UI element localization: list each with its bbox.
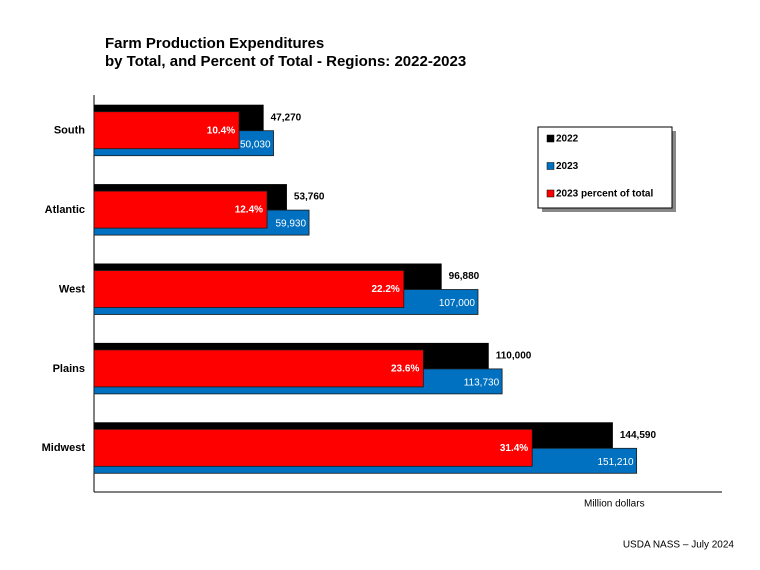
data-label: 10.4% bbox=[207, 125, 235, 136]
bar bbox=[93, 270, 405, 308]
y-tick-label: South bbox=[54, 125, 85, 137]
data-label: 107,000 bbox=[439, 298, 476, 309]
data-label: 151,210 bbox=[597, 457, 634, 468]
y-tick-label: Plains bbox=[53, 363, 85, 375]
data-label: 50,030 bbox=[240, 139, 271, 150]
legend-swatch bbox=[546, 134, 555, 143]
bar bbox=[93, 111, 240, 150]
legend bbox=[537, 126, 673, 209]
data-label: 113,730 bbox=[464, 378, 500, 389]
bar bbox=[93, 428, 533, 467]
y-tick-label: Atlantic bbox=[45, 204, 85, 216]
chart-title: Farm Production Expenditures bbox=[105, 35, 324, 52]
data-label: 47,270 bbox=[271, 112, 302, 123]
data-label: 59,930 bbox=[275, 219, 306, 230]
data-label: 144,590 bbox=[620, 430, 657, 441]
y-tick-label: Midwest bbox=[42, 442, 86, 454]
legend-label: 2023 percent of total bbox=[556, 189, 653, 200]
y-tick-label: West bbox=[59, 283, 85, 295]
data-label: 23.6% bbox=[391, 364, 419, 375]
chart-subtitle: by Total, and Percent of Total - Regions… bbox=[105, 53, 466, 70]
data-label: 53,760 bbox=[294, 192, 325, 203]
legend-label: 2022 bbox=[556, 134, 579, 145]
bar bbox=[93, 190, 268, 229]
data-label: 22.2% bbox=[371, 284, 399, 295]
legend-swatch bbox=[546, 189, 555, 198]
legend-label: 2023 bbox=[556, 161, 579, 172]
data-label: 12.4% bbox=[235, 205, 263, 216]
source-note: USDA NASS – July 2024 bbox=[623, 540, 735, 551]
legend-swatch bbox=[546, 162, 555, 170]
bar bbox=[93, 349, 424, 388]
data-label: 31.4% bbox=[500, 443, 528, 454]
x-axis-label: Million dollars bbox=[584, 499, 645, 510]
data-label: 110,000 bbox=[496, 351, 532, 362]
data-label: 96,880 bbox=[449, 271, 480, 282]
